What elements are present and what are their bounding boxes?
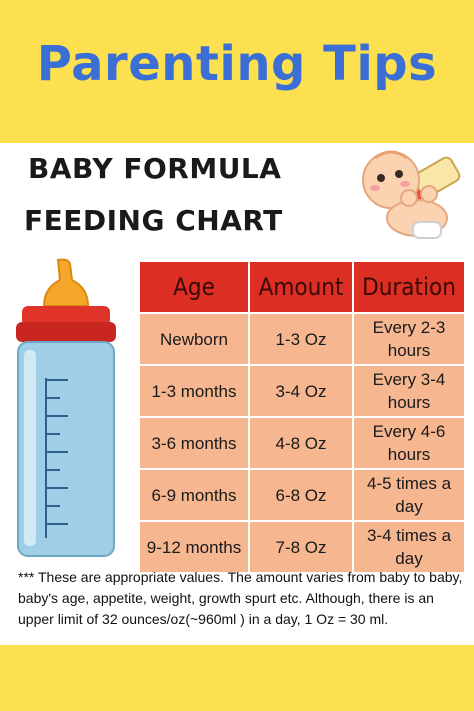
top-banner — [0, 0, 474, 143]
cell-age: 6-9 months — [138, 468, 250, 522]
cell-duration: Every 4-6 hours — [352, 416, 466, 470]
cell-age: Newborn — [138, 312, 250, 366]
cell-age: 3-6 months — [138, 416, 250, 470]
cell-amount: 1-3 Oz — [248, 312, 354, 366]
cell-duration: 4-5 times a day — [352, 468, 466, 522]
cell-amount: 7-8 Oz — [248, 520, 354, 574]
chart-heading-line1: BABY FORMULA — [28, 152, 282, 185]
table-header-row: Age Amount Duration — [138, 260, 466, 314]
cell-duration: Every 2-3 hours — [352, 312, 466, 366]
page-title: Parenting Tips — [36, 36, 438, 92]
chart-heading-line2: FEEDING CHART — [24, 204, 283, 237]
column-header-duration: Duration — [352, 260, 466, 314]
table-row: 6-9 months 6-8 Oz 4-5 times a day — [138, 468, 466, 522]
cell-duration: 3-4 times a day — [352, 520, 466, 574]
cell-age: 9-12 months — [138, 520, 250, 574]
table-row: 9-12 months 7-8 Oz 3-4 times a day — [138, 520, 466, 574]
cell-amount: 6-8 Oz — [248, 468, 354, 522]
cell-duration: Every 3-4 hours — [352, 364, 466, 418]
cell-age: 1-3 months — [138, 364, 250, 418]
column-header-age: Age — [138, 260, 250, 314]
footnote: *** These are appropriate values. The am… — [18, 569, 463, 627]
table-row: 3-6 months 4-8 Oz Every 4-6 hours — [138, 416, 466, 470]
cell-amount: 3-4 Oz — [248, 364, 354, 418]
bottom-banner — [0, 645, 474, 711]
feeding-chart-table: Age Amount Duration Newborn 1-3 Oz Every… — [138, 260, 466, 574]
cell-amount: 4-8 Oz — [248, 416, 354, 470]
baby-drinking-bottle-illustration — [362, 150, 461, 239]
table-row: 1-3 months 3-4 Oz Every 3-4 hours — [138, 364, 466, 418]
baby-bottle-illustration — [16, 258, 116, 557]
table-row: Newborn 1-3 Oz Every 2-3 hours — [138, 312, 466, 366]
column-header-amount: Amount — [248, 260, 354, 314]
